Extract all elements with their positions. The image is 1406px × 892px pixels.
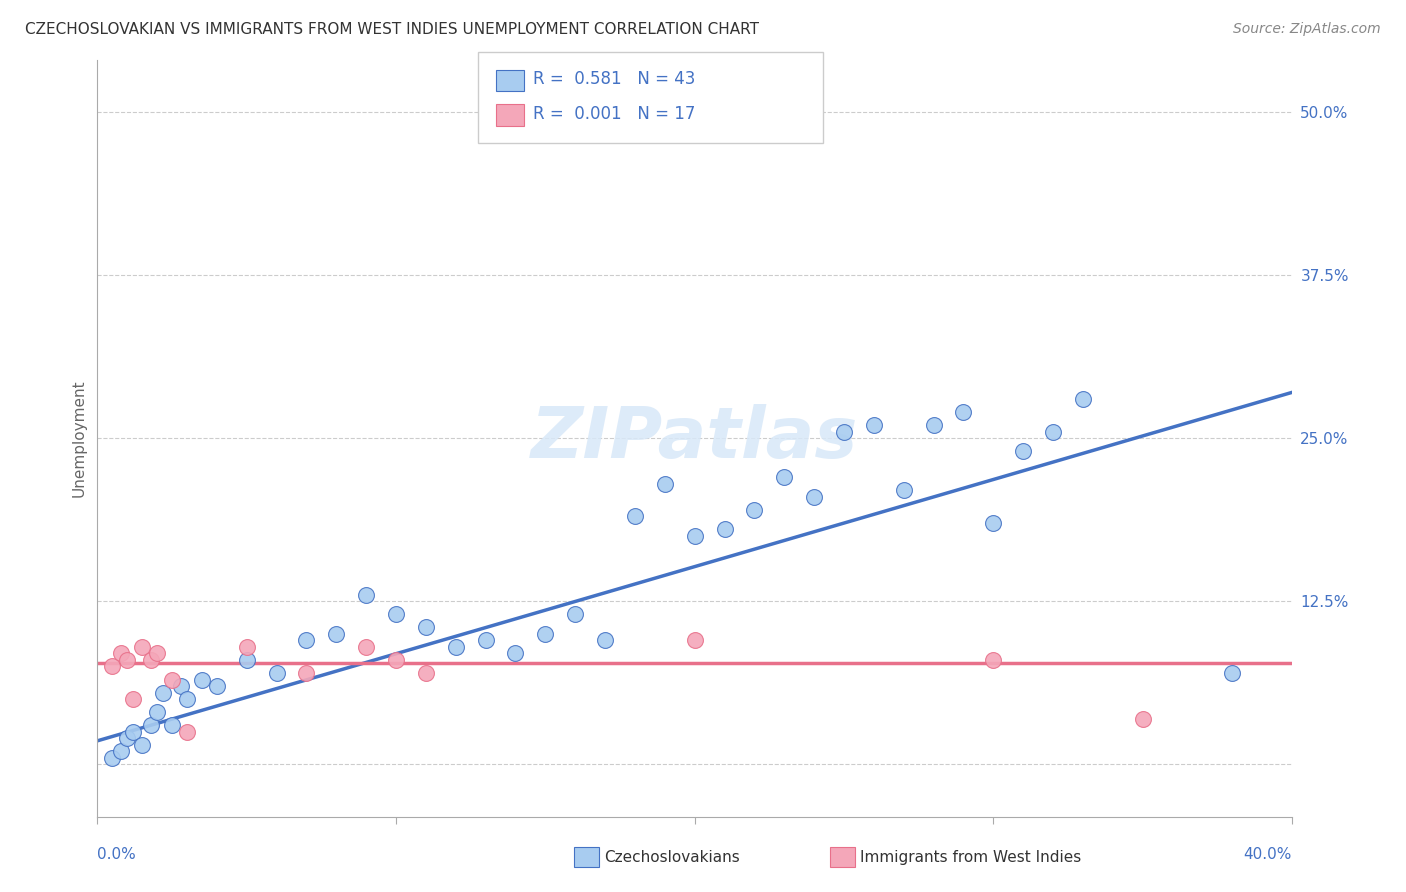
- Point: [122, 724, 145, 739]
- Point: [922, 417, 945, 432]
- Point: [146, 705, 169, 719]
- Point: [170, 679, 193, 693]
- Point: [654, 476, 676, 491]
- Point: [152, 685, 174, 699]
- Point: [139, 718, 162, 732]
- Point: [266, 665, 288, 680]
- Point: [354, 588, 377, 602]
- Point: [191, 673, 214, 687]
- Point: [534, 627, 557, 641]
- Point: [981, 516, 1004, 530]
- Point: [160, 718, 183, 732]
- Point: [1132, 712, 1154, 726]
- Point: [1012, 444, 1035, 458]
- Point: [444, 640, 467, 654]
- Point: [110, 744, 132, 758]
- Point: [713, 523, 735, 537]
- Point: [1071, 392, 1094, 406]
- Point: [325, 627, 347, 641]
- Point: [415, 620, 437, 634]
- Point: [115, 731, 138, 746]
- Text: ZIPatlas: ZIPatlas: [531, 403, 858, 473]
- Point: [683, 529, 706, 543]
- Point: [131, 738, 153, 752]
- Point: [122, 692, 145, 706]
- Point: [131, 640, 153, 654]
- Text: Immigrants from West Indies: Immigrants from West Indies: [860, 850, 1081, 864]
- Point: [952, 405, 974, 419]
- Point: [564, 607, 586, 622]
- Point: [354, 640, 377, 654]
- Text: 0.0%: 0.0%: [97, 847, 136, 862]
- Point: [139, 653, 162, 667]
- Point: [683, 633, 706, 648]
- Point: [160, 673, 183, 687]
- Point: [593, 633, 616, 648]
- Point: [295, 633, 318, 648]
- Point: [235, 653, 257, 667]
- Text: Czechoslovakians: Czechoslovakians: [605, 850, 741, 864]
- Point: [981, 653, 1004, 667]
- Point: [205, 679, 228, 693]
- Point: [146, 647, 169, 661]
- Point: [863, 417, 886, 432]
- Point: [101, 751, 124, 765]
- Point: [893, 483, 915, 498]
- Point: [624, 509, 647, 524]
- Point: [744, 503, 766, 517]
- Point: [1042, 425, 1064, 439]
- Text: R =  0.001   N = 17: R = 0.001 N = 17: [533, 105, 695, 123]
- Text: R =  0.581   N = 43: R = 0.581 N = 43: [533, 70, 695, 88]
- Point: [505, 647, 527, 661]
- Text: 40.0%: 40.0%: [1244, 847, 1292, 862]
- Text: Source: ZipAtlas.com: Source: ZipAtlas.com: [1233, 22, 1381, 37]
- Point: [110, 647, 132, 661]
- Point: [295, 665, 318, 680]
- Text: CZECHOSLOVAKIAN VS IMMIGRANTS FROM WEST INDIES UNEMPLOYMENT CORRELATION CHART: CZECHOSLOVAKIAN VS IMMIGRANTS FROM WEST …: [25, 22, 759, 37]
- Point: [176, 724, 198, 739]
- Point: [832, 425, 855, 439]
- Point: [1220, 665, 1243, 680]
- Point: [385, 607, 408, 622]
- Point: [385, 653, 408, 667]
- Y-axis label: Unemployment: Unemployment: [72, 379, 86, 497]
- Point: [415, 665, 437, 680]
- Point: [176, 692, 198, 706]
- Point: [101, 659, 124, 673]
- Point: [803, 490, 825, 504]
- Point: [773, 470, 796, 484]
- Point: [474, 633, 496, 648]
- Point: [115, 653, 138, 667]
- Point: [235, 640, 257, 654]
